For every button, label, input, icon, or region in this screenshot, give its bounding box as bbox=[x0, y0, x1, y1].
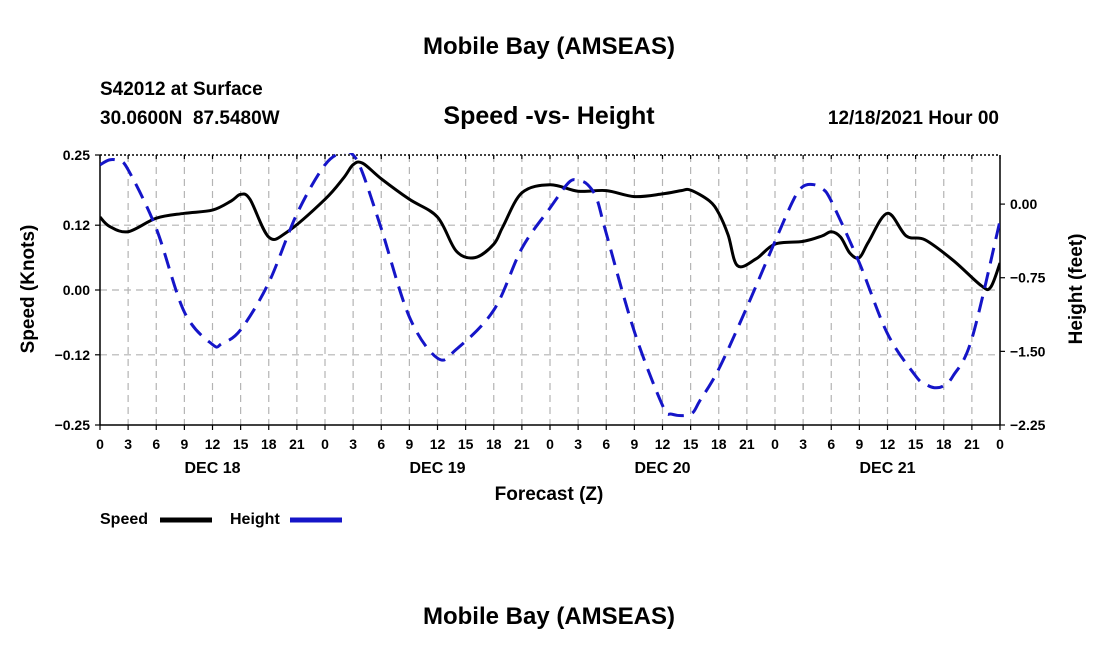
y-left-tick-label: 0.25 bbox=[63, 147, 90, 163]
x-tick-label: 18 bbox=[711, 436, 727, 452]
x-tick-label: 21 bbox=[289, 436, 305, 452]
y-right-tick-label: −2.25 bbox=[1010, 417, 1046, 433]
y-right-tick-label: 0.00 bbox=[1010, 196, 1037, 212]
x-tick-label: 9 bbox=[630, 436, 638, 452]
x-tick-label: 6 bbox=[152, 436, 160, 452]
header: Mobile Bay (AMSEAS) S42012 at Surface 30… bbox=[100, 33, 999, 130]
legend-speed-label: Speed bbox=[100, 511, 148, 528]
x-tick-label: 18 bbox=[486, 436, 502, 452]
forecast-datetime: 12/18/2021 Hour 00 bbox=[828, 108, 999, 129]
station-coords: 30.0600N 87.5480W bbox=[100, 108, 280, 129]
x-tick-label: 15 bbox=[683, 436, 699, 452]
y-right-tick-label: −1.50 bbox=[1010, 343, 1046, 359]
x-tick-label: 15 bbox=[908, 436, 924, 452]
x-tick-label: 0 bbox=[771, 436, 779, 452]
series-line-height bbox=[100, 153, 1000, 418]
y-left-tick-label: 0.00 bbox=[63, 282, 90, 298]
x-tick-label: 6 bbox=[602, 436, 610, 452]
x-tick-label: 3 bbox=[124, 436, 132, 452]
date-label: DEC 20 bbox=[634, 460, 690, 477]
x-tick-label: 6 bbox=[377, 436, 385, 452]
x-tick-label: 9 bbox=[180, 436, 188, 452]
legend: Speed Height bbox=[100, 511, 342, 528]
footer-title: Mobile Bay (AMSEAS) bbox=[423, 603, 675, 630]
x-tick-label: 9 bbox=[855, 436, 863, 452]
date-label: DEC 18 bbox=[184, 460, 240, 477]
plot-area: 0 3 6 9 12 15 18 21 0 3 6 9 12 15 18 21 0 3 6 9 12 15 18 21 0 3 6 9… bbox=[55, 147, 1046, 477]
x-tick-label: 21 bbox=[514, 436, 530, 452]
x-tick-label: 0 bbox=[321, 436, 329, 452]
y-left-tick-label: −0.12 bbox=[55, 347, 91, 363]
x-tick-label: 21 bbox=[964, 436, 980, 452]
x-tick-label: 18 bbox=[936, 436, 952, 452]
x-tick-label: 18 bbox=[261, 436, 277, 452]
x-tick-label: 15 bbox=[458, 436, 474, 452]
station-id: S42012 at Surface bbox=[100, 79, 263, 100]
x-tick-label: 0 bbox=[96, 436, 104, 452]
x-tick-label: 15 bbox=[233, 436, 249, 452]
x-tick-label: 0 bbox=[996, 436, 1004, 452]
chart-title: Speed -vs- Height bbox=[443, 102, 655, 130]
y-left-tick-label: 0.12 bbox=[63, 217, 90, 233]
x-tick-label: 12 bbox=[880, 436, 896, 452]
x-tick-label: 3 bbox=[799, 436, 807, 452]
x-tick-label: 12 bbox=[430, 436, 446, 452]
date-label: DEC 21 bbox=[859, 460, 915, 477]
x-tick-label: 3 bbox=[574, 436, 582, 452]
date-label: DEC 19 bbox=[409, 460, 465, 477]
x-axis-label: Forecast (Z) bbox=[495, 484, 604, 505]
x-tick-label: 12 bbox=[205, 436, 221, 452]
x-tick-label: 3 bbox=[349, 436, 357, 452]
x-tick-label: 9 bbox=[405, 436, 413, 452]
x-tick-label: 6 bbox=[827, 436, 835, 452]
y-left-tick-label: −0.25 bbox=[55, 417, 91, 433]
x-tick-label: 12 bbox=[655, 436, 671, 452]
y-axis-left-label: Speed (Knots) bbox=[18, 225, 39, 354]
x-tick-label: 0 bbox=[546, 436, 554, 452]
page-title: Mobile Bay (AMSEAS) bbox=[423, 33, 675, 60]
y-axis-right-label: Height (feet) bbox=[1066, 234, 1087, 345]
legend-height-label: Height bbox=[230, 511, 280, 528]
x-tick-label: 21 bbox=[739, 436, 755, 452]
y-right-tick-label: −0.75 bbox=[1010, 270, 1046, 286]
